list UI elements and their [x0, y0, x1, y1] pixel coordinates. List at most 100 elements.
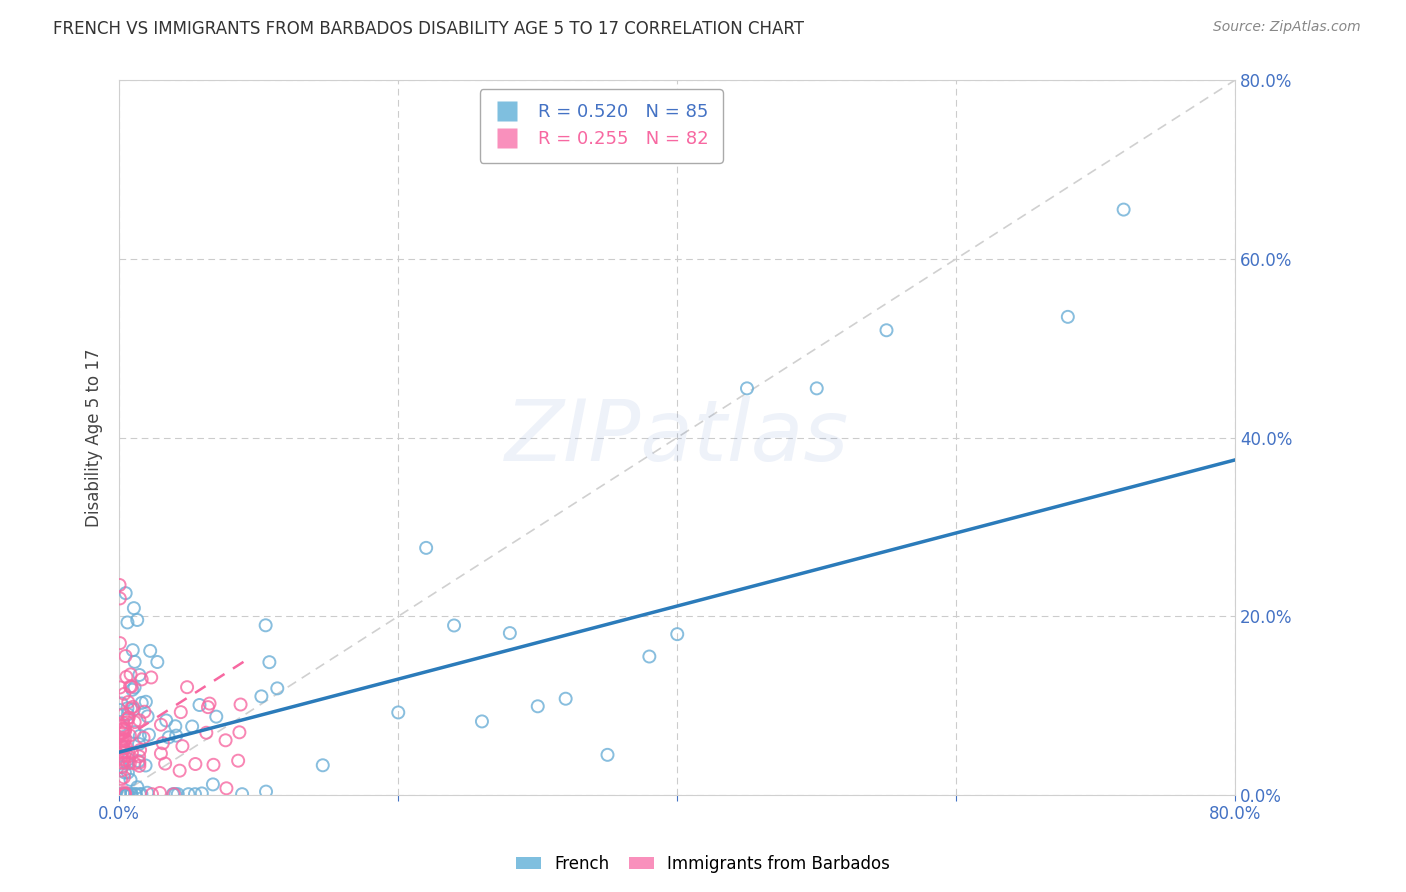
Point: [215, 781, 238, 796]
Point: [202, 757, 225, 772]
Point: [231, 787, 253, 801]
Point: [111, 726, 134, 740]
Point: [191, 786, 214, 800]
Point: [197, 700, 219, 714]
Point: [157, 731, 180, 745]
Point: [118, 710, 141, 724]
Point: [254, 784, 277, 798]
Point: [117, 695, 139, 709]
Point: [149, 786, 172, 800]
Point: [135, 758, 157, 772]
Legend: French, Immigrants from Barbados: French, Immigrants from Barbados: [509, 848, 897, 880]
Point: [149, 747, 172, 761]
Point: [499, 626, 522, 640]
Text: Source: ZipAtlas.com: Source: ZipAtlas.com: [1213, 20, 1361, 34]
Point: [415, 541, 437, 555]
Point: [136, 786, 159, 800]
Point: [110, 739, 132, 753]
Point: [121, 746, 143, 760]
Point: [112, 723, 135, 737]
Point: [132, 731, 155, 745]
Point: [120, 772, 142, 787]
Point: [165, 719, 187, 733]
Point: [124, 756, 146, 771]
Point: [110, 764, 132, 778]
Point: [127, 613, 149, 627]
Point: [114, 787, 136, 801]
Point: [110, 750, 132, 764]
Point: [117, 752, 139, 766]
Point: [229, 698, 252, 712]
Point: [526, 699, 548, 714]
Point: [112, 785, 135, 799]
Point: [110, 718, 132, 732]
Point: [170, 705, 193, 719]
Point: [114, 787, 136, 801]
Point: [111, 746, 134, 760]
Point: [201, 777, 224, 791]
Point: [120, 701, 142, 715]
Point: [112, 787, 135, 801]
Point: [112, 733, 135, 747]
Point: [128, 754, 150, 768]
Point: [125, 787, 148, 801]
Point: [471, 714, 494, 729]
Point: [152, 736, 174, 750]
Point: [165, 787, 187, 801]
Point: [114, 787, 136, 801]
Point: [666, 627, 689, 641]
Point: [259, 655, 281, 669]
Point: [114, 787, 136, 801]
Point: [115, 739, 138, 754]
Point: [122, 601, 145, 615]
Legend: R = 0.520   N = 85, R = 0.255   N = 82: R = 0.520 N = 85, R = 0.255 N = 82: [479, 89, 723, 163]
Point: [121, 682, 143, 697]
Point: [596, 747, 619, 762]
Point: [115, 670, 138, 684]
Point: [226, 754, 249, 768]
Point: [115, 715, 138, 730]
Point: [153, 756, 176, 771]
Point: [117, 765, 139, 780]
Point: [131, 696, 153, 710]
Point: [112, 687, 135, 701]
Point: [111, 731, 134, 746]
Point: [115, 756, 138, 771]
Point: [129, 743, 152, 757]
Point: [141, 670, 163, 684]
Point: [876, 323, 898, 337]
Point: [108, 636, 131, 650]
Point: [114, 648, 136, 663]
Point: [312, 758, 335, 772]
Point: [112, 770, 135, 784]
Point: [122, 699, 145, 714]
Point: [188, 698, 211, 712]
Point: [117, 787, 139, 801]
Point: [115, 787, 138, 801]
Point: [166, 787, 188, 801]
Point: [111, 746, 134, 760]
Point: [112, 753, 135, 767]
Point: [387, 706, 409, 720]
Point: [172, 739, 194, 754]
Point: [124, 655, 146, 669]
Point: [198, 697, 221, 711]
Point: [554, 691, 576, 706]
Text: ZIPatlas: ZIPatlas: [505, 396, 849, 479]
Point: [177, 787, 200, 801]
Point: [114, 787, 136, 801]
Point: [638, 649, 661, 664]
Point: [806, 381, 828, 395]
Point: [139, 644, 162, 658]
Point: [114, 724, 136, 739]
Point: [131, 673, 153, 687]
Point: [124, 725, 146, 739]
Point: [214, 733, 236, 747]
Point: [124, 715, 146, 730]
Point: [128, 668, 150, 682]
Point: [266, 681, 288, 696]
Point: [108, 591, 131, 606]
Point: [128, 729, 150, 743]
Point: [128, 759, 150, 773]
Point: [136, 709, 159, 723]
